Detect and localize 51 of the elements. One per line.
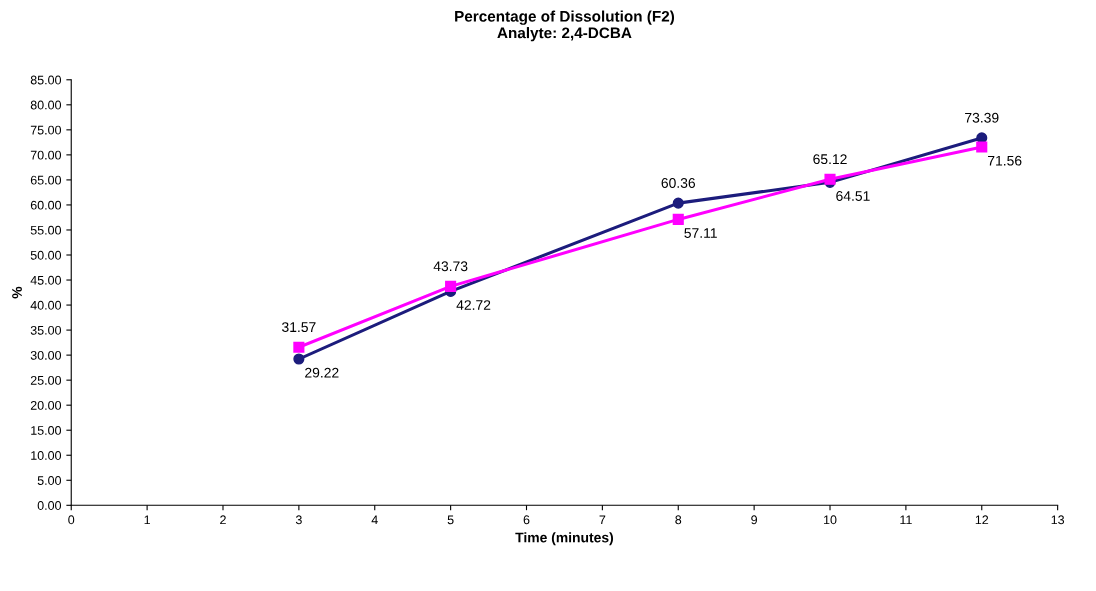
data-label: 43.73 [433,261,468,272]
y-tick-label: 0.00 [37,501,62,510]
y-tick-label: 5.00 [37,476,62,485]
data-label: 31.57 [282,322,316,333]
point [293,353,305,365]
point [672,197,684,209]
data-label: 65.12 [813,154,847,165]
y-tick-label: 70.00 [30,150,62,160]
x-tick-label: 4 [371,515,378,525]
x-tick-label: 5 [447,515,454,525]
point [293,341,305,353]
x-tick-label: 11 [900,515,912,525]
x-tick-label: 0 [68,515,75,525]
point [976,141,988,153]
y-tick-label: 35.00 [30,325,62,335]
y-tick-label: 15.00 [31,426,62,435]
data-label: 42.72 [456,300,491,310]
chart-title: Percentage of Dissolution (F2) Analyte: 2,4-DCBA [455,10,675,42]
data-label: 60.36 [661,178,696,188]
y-tick-label: 45.00 [30,275,62,285]
x-tick-label: 3 [295,515,302,525]
x-tick-label: 8 [675,515,682,525]
x-tick-label: 13 [1051,515,1065,525]
point [672,213,684,225]
data-label: 29.22 [305,367,339,378]
y-axis-title: % [12,286,22,299]
y-tick-label: 65.00 [30,175,62,185]
x-tick-label: 1 [144,515,150,525]
x-tick-label: 12 [975,515,989,525]
data-label: 64.51 [836,191,870,201]
y-tick-label: 80.00 [30,100,62,110]
y-tick-label: 40.00 [30,300,62,310]
y-tick-label: 20.00 [30,400,62,410]
x-tick-label: 10 [824,515,837,525]
data-label: 71.56 [988,155,1022,166]
point [445,280,457,292]
x-tick-label: 9 [751,515,758,525]
y-tick-label: 85.00 [30,75,62,85]
data-label: 57.11 [684,228,717,238]
y-tick-label: 10.00 [31,451,62,460]
y-tick-label: 75.00 [30,125,62,135]
y-tick-label: 30.00 [30,350,62,360]
y-tick-label: 60.00 [30,200,62,210]
x-axis-title: Time (minutes) [515,532,614,546]
x-tick-label: 7 [599,515,606,525]
y-tick-label: 25.00 [30,375,62,385]
x-tick-label: 6 [523,515,530,525]
data-label: 73.39 [965,112,999,123]
y-tick-label: 50.00 [30,250,62,260]
y-tick-label: 55.00 [30,225,62,235]
x-tick-label: 2 [220,515,226,525]
